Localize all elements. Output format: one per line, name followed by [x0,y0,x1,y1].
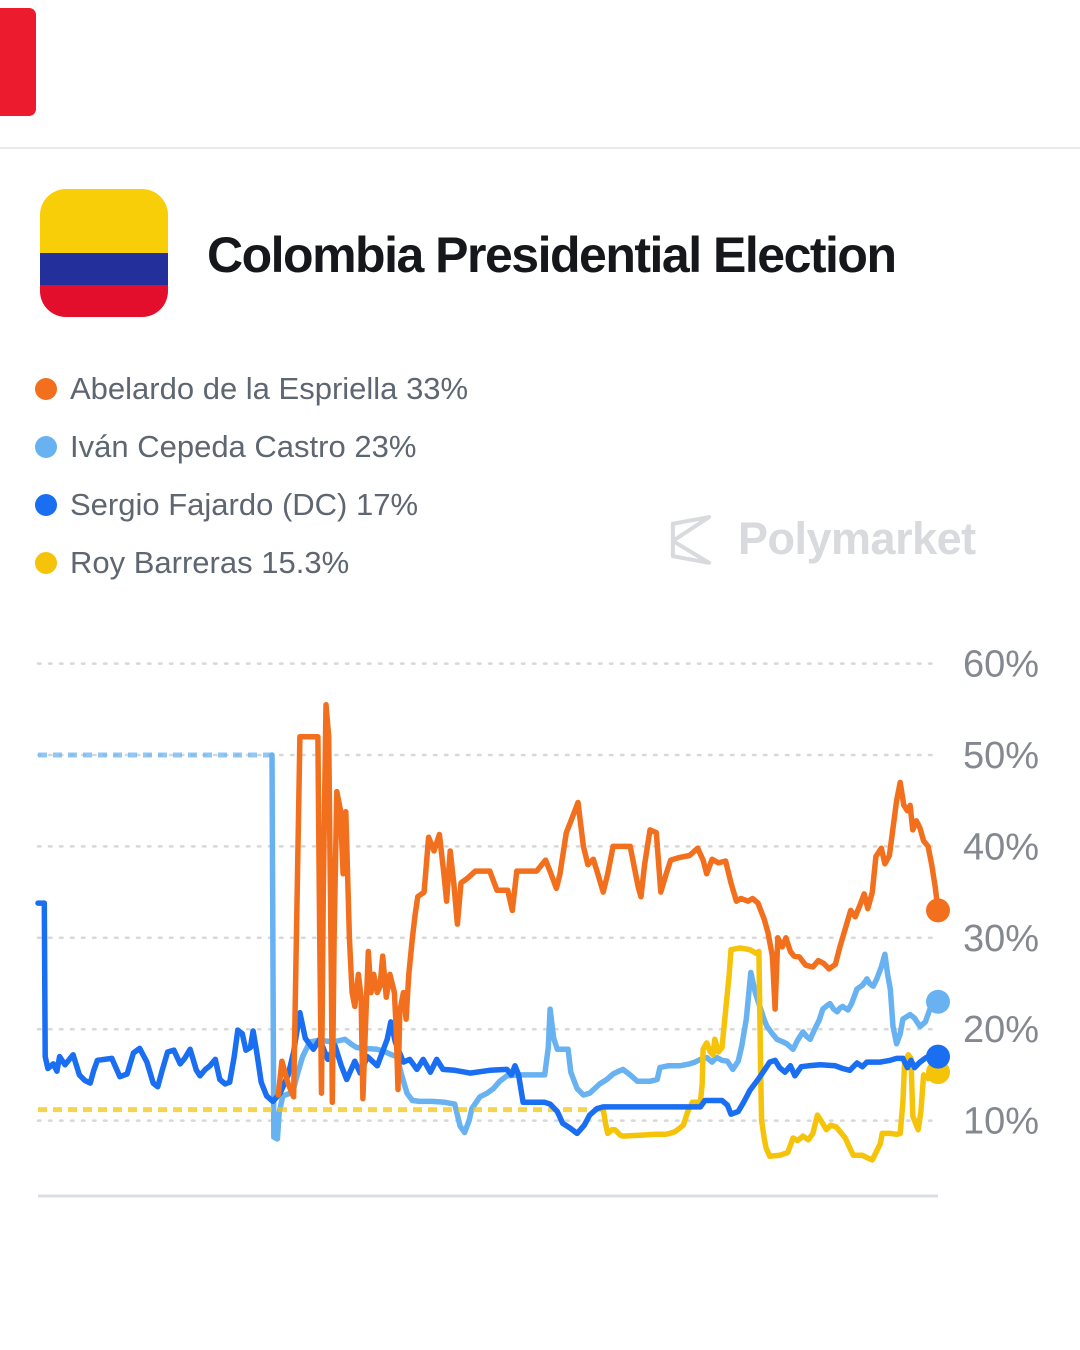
svg-text:20%: 20% [963,1009,1039,1051]
legend-value: 23% [354,429,417,464]
legend-item-cepeda: Iván Cepeda Castro 23% [35,429,417,464]
svg-text:30%: 30% [963,918,1039,960]
red-corner-marker [0,8,36,116]
flag-stripe-red [40,285,168,317]
legend-dot-icon [35,494,57,516]
svg-text:40%: 40% [963,826,1039,868]
legend-dot-icon [35,552,57,574]
flag-stripe-blue [40,253,168,285]
legend-name: Abelardo de la Espriella [70,371,398,406]
legend-value: 15.3% [261,545,350,580]
colombia-flag-icon [40,189,168,317]
legend-item-espriella: Abelardo de la Espriella 33% [35,371,469,406]
legend-item-fajardo: Sergio Fajardo (DC) 17% [35,487,419,522]
probability-chart[interactable]: 60% 50% 40% 30% 20% 10% [0,630,1080,1210]
legend-name: Iván Cepeda Castro [70,429,346,464]
svg-text:60%: 60% [963,644,1039,686]
flag-stripe-yellow [40,189,168,253]
legend-value: 17% [356,487,419,522]
top-divider [0,147,1080,149]
svg-text:50%: 50% [963,735,1039,777]
svg-text:10%: 10% [963,1101,1039,1143]
chart-canvas[interactable]: 60% 50% 40% 30% 20% 10% [0,630,1080,1210]
legend-name: Roy Barreras [70,545,253,580]
polymarket-watermark: Polymarket [670,512,976,566]
watermark-label: Polymarket [738,513,976,564]
legend-dot-icon [35,436,57,458]
legend-value: 33% [406,371,469,406]
legend-item-barreras: Roy Barreras 15.3% [35,545,350,580]
page-title: Colombia Presidential Election [207,227,897,283]
legend-dot-icon [35,378,57,400]
polymarket-logo-icon [670,515,712,565]
legend-name: Sergio Fajardo (DC) [70,487,348,522]
